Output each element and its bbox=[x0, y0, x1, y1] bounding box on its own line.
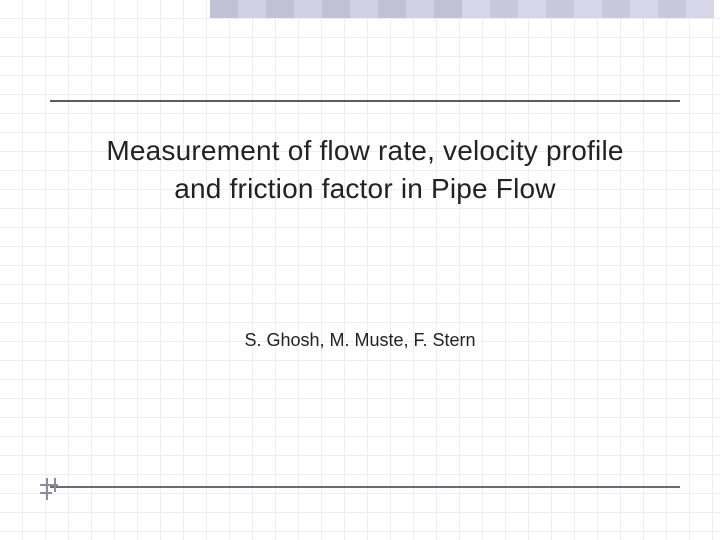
top-accent-segment bbox=[658, 0, 686, 18]
corner-mark-icon bbox=[40, 478, 68, 506]
top-accent-segment bbox=[210, 0, 238, 18]
background-grid bbox=[0, 0, 720, 540]
top-accent-segment bbox=[602, 0, 630, 18]
top-accent-segment bbox=[574, 0, 602, 18]
top-accent-segment bbox=[350, 0, 378, 18]
top-accent-segment bbox=[378, 0, 406, 18]
top-accent-segment bbox=[238, 0, 266, 18]
top-accent-segment bbox=[266, 0, 294, 18]
title-line-1: Measurement of flow rate, velocity profi… bbox=[70, 132, 660, 170]
footer-rule bbox=[50, 486, 680, 488]
slide-title: Measurement of flow rate, velocity profi… bbox=[50, 102, 680, 216]
top-accent-segment bbox=[294, 0, 322, 18]
top-accent-segment bbox=[490, 0, 518, 18]
top-accent-segment bbox=[406, 0, 434, 18]
top-accent-segment bbox=[630, 0, 658, 18]
title-block: Measurement of flow rate, velocity profi… bbox=[50, 100, 680, 216]
top-accent-segment bbox=[322, 0, 350, 18]
top-accent-segment bbox=[546, 0, 574, 18]
title-line-2: and friction factor in Pipe Flow bbox=[70, 170, 660, 208]
top-accent-segment bbox=[686, 0, 714, 18]
top-accent-segment bbox=[518, 0, 546, 18]
top-accent-bar bbox=[210, 0, 714, 18]
authors-line: S. Ghosh, M. Muste, F. Stern bbox=[0, 330, 720, 351]
top-accent-segment bbox=[434, 0, 462, 18]
top-accent-segment bbox=[462, 0, 490, 18]
